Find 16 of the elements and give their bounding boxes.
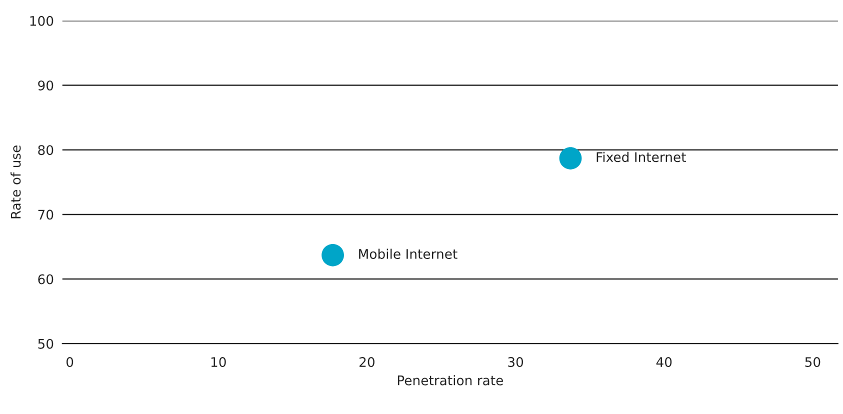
x-axis-title: Penetration rate [398, 375, 503, 386]
x-tick-label: 20 [360, 357, 374, 368]
y-tick-label: 50 [38, 338, 54, 349]
series-label: Fixed Internet [596, 152, 686, 162]
y-tick-label: 80 [38, 145, 54, 156]
series-label: Mobile Internet [359, 248, 458, 259]
x-tick-label: 40 [656, 357, 672, 368]
x-tick-label: 30 [508, 357, 524, 368]
y-axis-title: Rate of use [10, 146, 21, 218]
x-tick-label: 0 [66, 357, 74, 368]
x-tick-label: 10 [211, 357, 226, 368]
y-tick-label: 60 [38, 274, 54, 284]
y-tick-label: 70 [38, 210, 54, 220]
y-tick-label: 90 [38, 80, 54, 90]
x-tick-label: 50 [805, 357, 820, 368]
y-tick-label: 100 [30, 16, 54, 26]
